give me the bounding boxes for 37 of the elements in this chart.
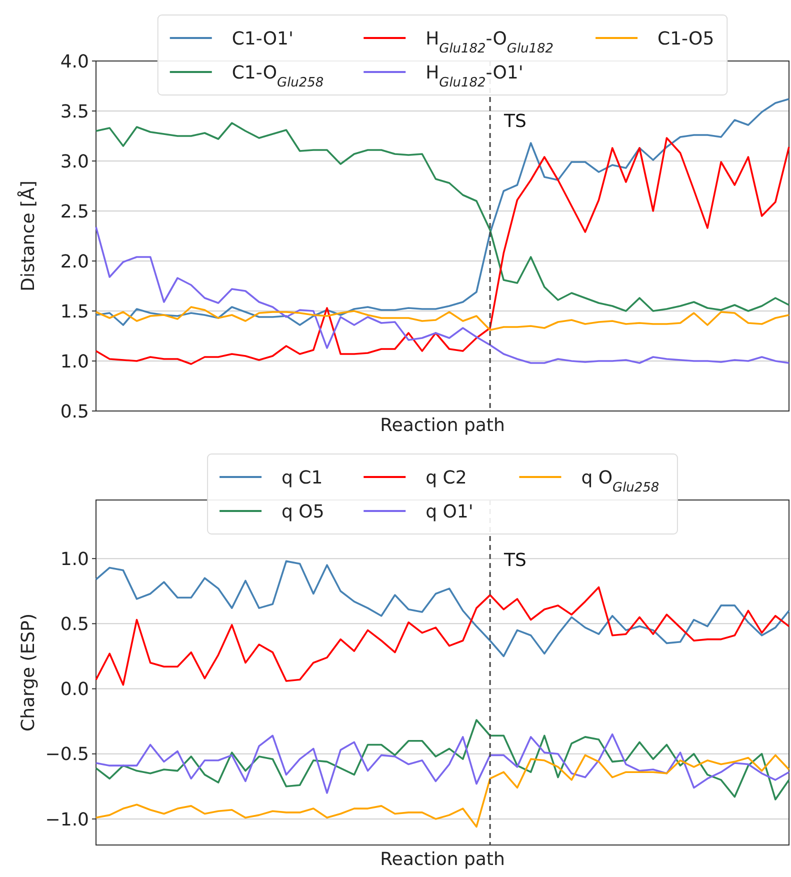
y-tick-label: 3.5 — [60, 101, 89, 122]
legend-label: q O$_{Glu258}$ — [581, 467, 660, 495]
line-series — [95, 306, 790, 331]
y-tick-label: −1.0 — [45, 809, 89, 830]
x-axis-title: Reaction path — [380, 849, 505, 870]
line-series — [95, 98, 790, 326]
annotation: TS — [503, 111, 526, 132]
y-tick-label: 0.5 — [60, 401, 89, 422]
legend-label: q O1' — [426, 501, 474, 522]
line-series — [95, 226, 790, 364]
line-series — [95, 754, 790, 828]
legend-label: q C1 — [282, 467, 323, 488]
y-tick-label: −0.5 — [45, 744, 89, 766]
legend-label: C1-O$_{Glu258}$ — [232, 62, 324, 90]
legend-label: C1-O1' — [232, 28, 294, 50]
legend-label: C1-O5 — [658, 28, 714, 50]
y-tick-label: 2.5 — [60, 201, 89, 222]
line-series — [95, 733, 790, 794]
y-tick-label: 1.0 — [60, 351, 89, 372]
y-axis-title: Charge (ESP) — [18, 613, 39, 732]
y-tick-label: 1.5 — [60, 301, 89, 322]
line-series — [95, 586, 790, 686]
line-series — [95, 719, 790, 800]
y-tick-label: 3.0 — [60, 151, 89, 172]
x-axis-title: Reaction path — [380, 415, 505, 436]
y-tick-label: 0.5 — [60, 614, 89, 635]
legend-label: H$_{Glu182}$-O$_{Glu182}$ — [426, 28, 554, 56]
annotation: TS — [503, 550, 526, 571]
y-axis-title: Distance [Å] — [17, 180, 39, 292]
legend-label: H$_{Glu182}$-O1' — [426, 62, 524, 90]
y-tick-label: 1.0 — [60, 548, 89, 570]
line-series — [95, 137, 790, 365]
y-tick-label: 2.0 — [60, 251, 89, 272]
y-tick-label: 4.0 — [60, 51, 89, 72]
y-tick-label: 0.0 — [60, 679, 89, 700]
legend-label: q C2 — [426, 467, 467, 488]
legend-label: q O5 — [282, 501, 324, 522]
